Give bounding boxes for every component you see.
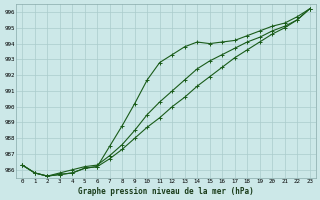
X-axis label: Graphe pression niveau de la mer (hPa): Graphe pression niveau de la mer (hPa) [78, 187, 254, 196]
